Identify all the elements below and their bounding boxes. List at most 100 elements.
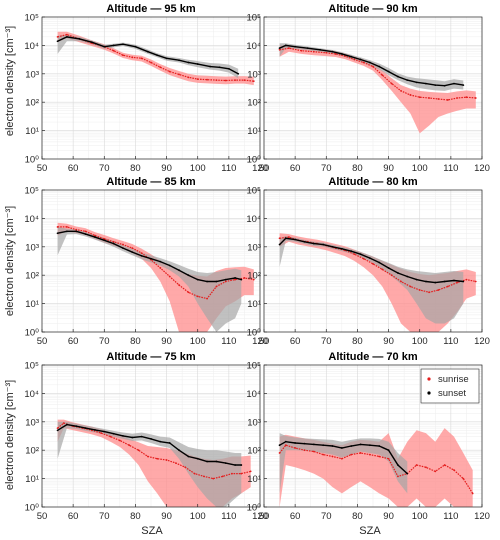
panel-title: Altitude — 80 km — [328, 176, 417, 188]
y-tick-label: 10¹ — [247, 299, 261, 310]
data-point-sunset — [359, 253, 362, 256]
data-point-sunrise — [437, 98, 440, 100]
data-point-sunset — [94, 236, 96, 238]
data-point-sunset — [434, 84, 437, 87]
data-point-sunset — [159, 440, 162, 443]
data-point-sunset — [218, 66, 221, 69]
data-point-sunset — [303, 240, 306, 243]
x-tick-label: 90 — [161, 336, 172, 347]
data-point-sunset — [103, 45, 106, 48]
data-point-sunset — [340, 53, 343, 55]
data-point-sunrise — [378, 455, 381, 458]
data-point-sunrise — [193, 472, 196, 475]
data-point-sunrise — [362, 61, 365, 64]
data-point-sunrise — [425, 466, 427, 469]
data-point-sunrise — [443, 464, 446, 466]
data-point-sunrise — [249, 470, 252, 473]
x-tick-label: 110 — [221, 336, 236, 347]
x-tick-label: 50 — [259, 336, 270, 347]
data-point-sunset — [168, 264, 171, 267]
data-point-sunset — [397, 272, 399, 274]
data-point-sunrise — [368, 453, 371, 456]
y-tick-label: 10⁵ — [24, 361, 39, 372]
y-axis-label: electron density [cm⁻³] — [4, 26, 16, 136]
data-point-sunset — [350, 445, 353, 447]
data-point-sunset — [150, 257, 152, 260]
data-point-sunrise — [322, 453, 325, 456]
data-point-sunset — [224, 278, 227, 281]
data-point-sunset — [178, 269, 180, 272]
x-tick-label: 50 — [259, 163, 270, 174]
data-point-sunset — [425, 82, 427, 85]
y-tick-label: 10² — [247, 98, 261, 109]
x-tick-label: 120 — [474, 163, 490, 174]
data-point-sunrise — [175, 462, 177, 465]
data-point-sunset — [56, 232, 59, 235]
data-point-sunset — [196, 278, 199, 281]
panel-title: Altitude — 70 km — [328, 351, 417, 363]
data-point-sunrise — [471, 492, 474, 495]
data-point-sunset — [278, 243, 281, 246]
data-point-sunrise — [122, 243, 124, 246]
data-point-sunset — [312, 242, 315, 245]
data-point-sunset — [196, 63, 199, 65]
axes-frame — [263, 364, 483, 508]
data-point-sunset — [215, 460, 218, 463]
data-point-sunrise — [84, 230, 87, 233]
x-tick-label: 90 — [161, 511, 172, 522]
y-tick-label: 10¹ — [247, 474, 261, 485]
data-point-sunrise — [300, 49, 303, 52]
x-tick-label: 100 — [190, 511, 206, 522]
data-point-sunrise — [288, 47, 290, 50]
data-point-sunset — [140, 435, 143, 438]
y-tick-label: 10² — [25, 271, 39, 282]
data-point-sunrise — [340, 457, 343, 460]
data-point-sunset — [319, 48, 321, 51]
x-tick-label: 50 — [37, 336, 48, 347]
x-tick-label: 70 — [99, 511, 110, 522]
y-tick-label: 10⁴ — [24, 389, 39, 400]
data-point-sunrise — [234, 79, 236, 82]
data-point-sunrise — [206, 78, 208, 81]
data-point-sunrise — [131, 247, 134, 249]
data-point-sunset — [340, 247, 343, 250]
x-tick-label: 80 — [130, 163, 141, 174]
data-point-sunrise — [150, 61, 152, 64]
data-point-sunrise — [118, 439, 121, 442]
x-tick-label: 80 — [352, 511, 363, 522]
y-tick-label: 10⁵ — [24, 186, 39, 197]
data-point-sunset — [312, 443, 315, 446]
y-tick-label: 10² — [25, 98, 39, 109]
x-tick-label: 70 — [321, 511, 332, 522]
data-point-sunrise — [381, 268, 384, 271]
legend: sunrise sunset — [420, 368, 480, 404]
data-point-sunrise — [75, 228, 78, 231]
data-point-sunset — [415, 81, 418, 84]
y-tick-label: 10⁴ — [246, 389, 261, 400]
y-tick-label: 10¹ — [25, 474, 39, 485]
data-point-sunset — [331, 245, 334, 248]
data-point-sunset — [294, 238, 297, 241]
data-point-sunset — [168, 442, 171, 444]
x-tick-label: 60 — [68, 336, 79, 347]
y-tick-label: 10⁴ — [24, 214, 39, 225]
y-tick-label: 10⁰ — [25, 155, 40, 166]
data-point-sunrise — [178, 284, 180, 286]
data-point-sunset — [350, 250, 353, 253]
chart-panel: Altitude — 85 km 10⁰ 10¹ 10² 10³ 10⁴ 10⁵ 50 60 70… — [24, 176, 268, 347]
data-point-sunrise — [409, 285, 412, 288]
data-point-sunset — [78, 37, 81, 40]
chart-panel: Altitude — 90 km 10⁰ 10¹ 10² 10³ 10⁴ 10⁵ 50 60 70… — [246, 3, 490, 174]
data-point-sunset — [284, 237, 287, 240]
data-point-sunset — [84, 233, 87, 236]
data-point-sunrise — [415, 464, 418, 466]
data-point-sunset — [187, 455, 190, 458]
x-tick-label: 110 — [443, 336, 458, 347]
y-axis-label: electron density [cm⁻³] — [4, 380, 16, 490]
data-point-sunrise — [137, 449, 140, 452]
data-point-sunset — [331, 445, 334, 447]
x-tick-label: 80 — [352, 163, 363, 174]
data-point-sunrise — [215, 79, 218, 82]
data-point-sunrise — [359, 452, 362, 454]
data-point-sunrise — [252, 80, 255, 83]
